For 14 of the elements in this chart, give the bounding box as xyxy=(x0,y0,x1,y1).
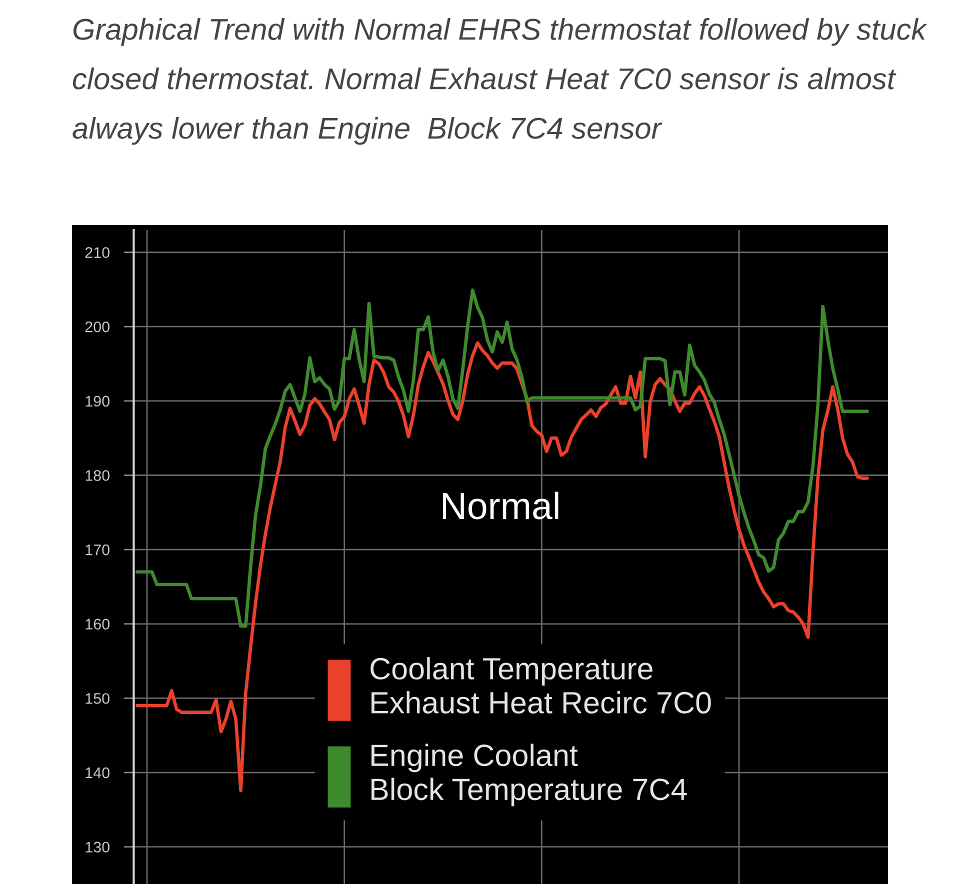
y-tick-label: 160 xyxy=(86,618,110,630)
y-tick-label: 190 xyxy=(86,396,110,407)
y-tick-label: 200 xyxy=(85,321,110,332)
y-tick-label: 210 xyxy=(85,247,110,258)
y-tick-label: 170 xyxy=(86,544,110,556)
chart-title: Graphical Trend with Normal EHRS thermostat followed by stuck closed thermostat. Normal Exhaust Heat 7C0 sensor is almost always lower than Engine Block 7C4 sensor xyxy=(72,18,928,145)
line-series xyxy=(135,288,869,628)
legend-label: Engine Coolant Block Temperature 7C4 xyxy=(372,744,687,806)
y-tick-label: 130 xyxy=(86,842,110,853)
y-tick-label: 150 xyxy=(86,693,110,704)
y-tick-label: 140 xyxy=(86,767,110,778)
annotation: Normal xyxy=(442,492,558,520)
legend-label: Coolant Temperature Exhaust Heat Recirc 7C0 xyxy=(370,657,711,714)
y-tick-label: 180 xyxy=(86,470,110,481)
